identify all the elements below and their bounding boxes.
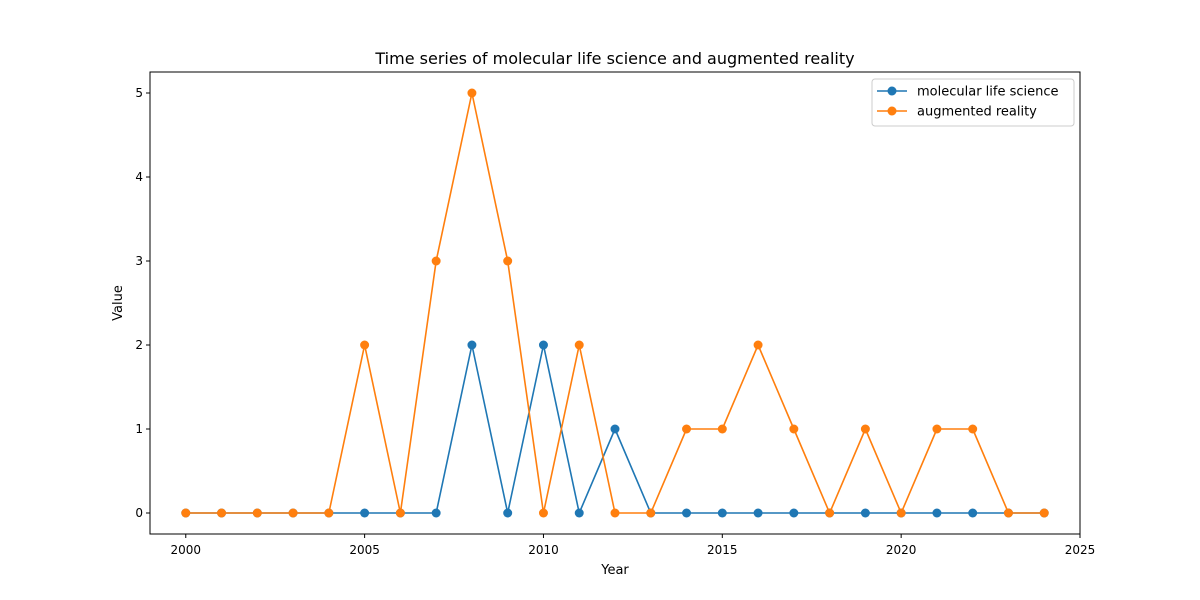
data-point (324, 508, 334, 518)
y-tick-label: 4 (135, 170, 143, 184)
legend-marker (887, 86, 897, 96)
data-point (610, 508, 620, 518)
y-tick-label: 0 (135, 506, 143, 520)
data-point (538, 508, 548, 518)
data-point (217, 508, 227, 518)
data-point (789, 424, 799, 434)
plot-area (149, 71, 1081, 535)
data-point (395, 508, 405, 518)
data-point (574, 340, 584, 350)
legend-label: augmented reality (917, 105, 1037, 120)
data-point (717, 424, 727, 434)
data-point (252, 508, 262, 518)
data-point (538, 340, 548, 350)
data-point (467, 340, 477, 350)
data-point (789, 508, 799, 518)
legend-item: molecular life science (877, 85, 1059, 100)
data-point (968, 424, 978, 434)
y-tick-label: 1 (135, 422, 143, 436)
data-point (753, 508, 763, 518)
chart-title: Time series of molecular life science an… (374, 49, 854, 68)
data-point (825, 508, 835, 518)
data-point (968, 508, 978, 518)
y-axis-label: Value (111, 285, 126, 321)
data-point (288, 508, 298, 518)
data-point (1039, 508, 1049, 518)
x-tick-label: 2025 (1065, 543, 1096, 557)
data-point (360, 508, 370, 518)
data-point (503, 508, 513, 518)
data-point (682, 508, 692, 518)
data-point (574, 508, 584, 518)
data-point (860, 508, 870, 518)
x-axis: 2000 2005 2010 2015 2020 2025 (170, 534, 1095, 557)
x-tick-label: 2005 (349, 543, 380, 557)
data-point (753, 340, 763, 350)
data-point (932, 508, 942, 518)
x-axis-label: Year (600, 563, 629, 578)
y-tick-label: 2 (135, 338, 143, 352)
series-0 (181, 340, 1049, 518)
data-point (932, 424, 942, 434)
data-point (1003, 508, 1013, 518)
y-tick-label: 3 (135, 254, 143, 268)
legend-label: molecular life science (917, 85, 1059, 100)
legend-box (871, 78, 1075, 127)
y-tick-label: 5 (135, 86, 143, 100)
data-point (431, 256, 441, 266)
x-tick-label: 2015 (707, 543, 738, 557)
y-axis: 0 1 2 3 4 5 (135, 86, 150, 520)
legend: molecular life science augmented reality (871, 78, 1075, 127)
data-point (717, 508, 727, 518)
x-tick-label: 2000 (170, 543, 201, 557)
data-point (860, 424, 870, 434)
x-tick-label: 2020 (886, 543, 917, 557)
data-point (610, 424, 620, 434)
series-layer (181, 88, 1049, 518)
data-point (646, 508, 656, 518)
series-1 (181, 88, 1049, 518)
x-tick-label: 2010 (528, 543, 559, 557)
data-point (431, 508, 441, 518)
data-point (467, 88, 477, 98)
data-point (682, 424, 692, 434)
data-point (360, 340, 370, 350)
legend-marker (887, 106, 897, 116)
data-point (896, 508, 906, 518)
data-point (503, 256, 513, 266)
series-line (185, 92, 1045, 514)
legend-item: augmented reality (877, 105, 1037, 120)
data-point (181, 508, 191, 518)
